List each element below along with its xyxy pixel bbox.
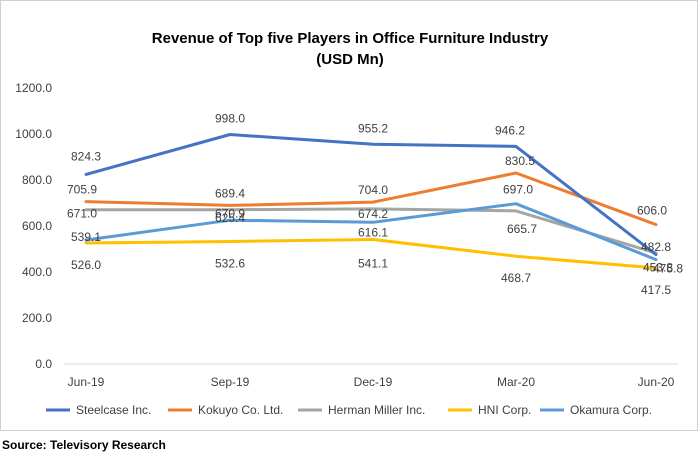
data-label: 704.0 (358, 183, 388, 197)
data-label: 946.2 (495, 123, 525, 137)
data-label: 689.4 (215, 186, 245, 200)
y-tick-label: 0.0 (35, 357, 52, 371)
y-axis: 0.0 200.0 400.0 600.0 800.0 1000.0 1200.0 (15, 81, 52, 371)
legend-label: Steelcase Inc. (76, 403, 151, 417)
x-tick-label: Sep-19 (211, 375, 250, 389)
line-chart: 0.0 200.0 400.0 600.0 800.0 1000.0 1200.0 Jun-… (15, 81, 683, 417)
data-label: 671.0 (67, 207, 97, 221)
series-line-kokuyo-co-ltd (84, 171, 658, 227)
y-tick-label: 1000.0 (15, 127, 52, 141)
legend-item: Steelcase Inc. (46, 403, 151, 417)
series-line-hni-corp (84, 238, 658, 270)
data-labels: 824.3 998.0 955.2 946.2 475.8 705.9 689.4 704.0… (67, 111, 683, 297)
data-label: 824.3 (71, 149, 101, 163)
x-axis: Jun-19 Sep-19 Dec-19 Mar-20 Jun-20 (64, 363, 678, 389)
data-label: 705.9 (67, 183, 97, 197)
x-tick-label: Mar-20 (497, 375, 535, 389)
data-label: 625.4 (215, 211, 245, 225)
legend: Steelcase Inc. Kokuyo Co. Ltd. Herman Mill… (46, 403, 652, 417)
x-tick-label: Jun-19 (68, 375, 105, 389)
data-label: 526.0 (71, 258, 101, 272)
legend-label: Herman Miller Inc. (328, 403, 425, 417)
data-label: 697.0 (503, 183, 533, 197)
data-label: 417.5 (641, 283, 671, 297)
legend-item: HNI Corp. (448, 403, 531, 417)
chart-frame (0, 0, 698, 431)
chart-title: Revenue of Top five Players in Office Fu… (0, 28, 700, 70)
y-tick-label: 600.0 (22, 219, 52, 233)
data-label: 606.0 (637, 204, 667, 218)
data-label: 541.1 (358, 257, 388, 271)
data-label: 468.7 (501, 271, 531, 285)
legend-item: Kokuyo Co. Ltd. (168, 403, 283, 417)
chart-subtitle: (USD Mn) (316, 51, 384, 68)
data-label: 955.2 (358, 121, 388, 135)
data-label: 998.0 (215, 111, 245, 125)
y-tick-label: 800.0 (22, 173, 52, 187)
series-line-herman-miller-inc (84, 207, 658, 255)
data-label: 453.8 (643, 261, 673, 275)
legend-item: Okamura Corp. (540, 403, 652, 417)
data-label: 830.5 (505, 154, 535, 168)
chart-title-main: Revenue of Top five Players in Office Fu… (151, 30, 549, 47)
legend-label: Okamura Corp. (570, 403, 652, 417)
y-tick-label: 400.0 (22, 265, 52, 279)
series-line-steelcase-inc (84, 133, 658, 257)
data-label: 670.9 (215, 207, 245, 221)
data-label: 539.1 (71, 230, 101, 244)
data-label: 665.7 (507, 222, 537, 236)
x-tick-label: Jun-20 (638, 375, 675, 389)
series-lines (84, 133, 658, 270)
source-note: Source: Televisory Research (2, 438, 166, 452)
y-tick-label: 200.0 (22, 311, 52, 325)
data-label: 616.1 (358, 225, 388, 239)
legend-label: Kokuyo Co. Ltd. (198, 403, 283, 417)
data-label: 482.8 (641, 240, 671, 254)
y-tick-label: 1200.0 (15, 81, 52, 95)
data-label: 532.6 (215, 257, 245, 271)
x-tick-label: Dec-19 (354, 375, 393, 389)
series-line-okamura-corp (84, 202, 658, 262)
legend-item: Herman Miller Inc. (298, 403, 425, 417)
data-label: 674.2 (358, 207, 388, 221)
data-label: 475.8 (653, 262, 683, 276)
legend-label: HNI Corp. (478, 403, 531, 417)
